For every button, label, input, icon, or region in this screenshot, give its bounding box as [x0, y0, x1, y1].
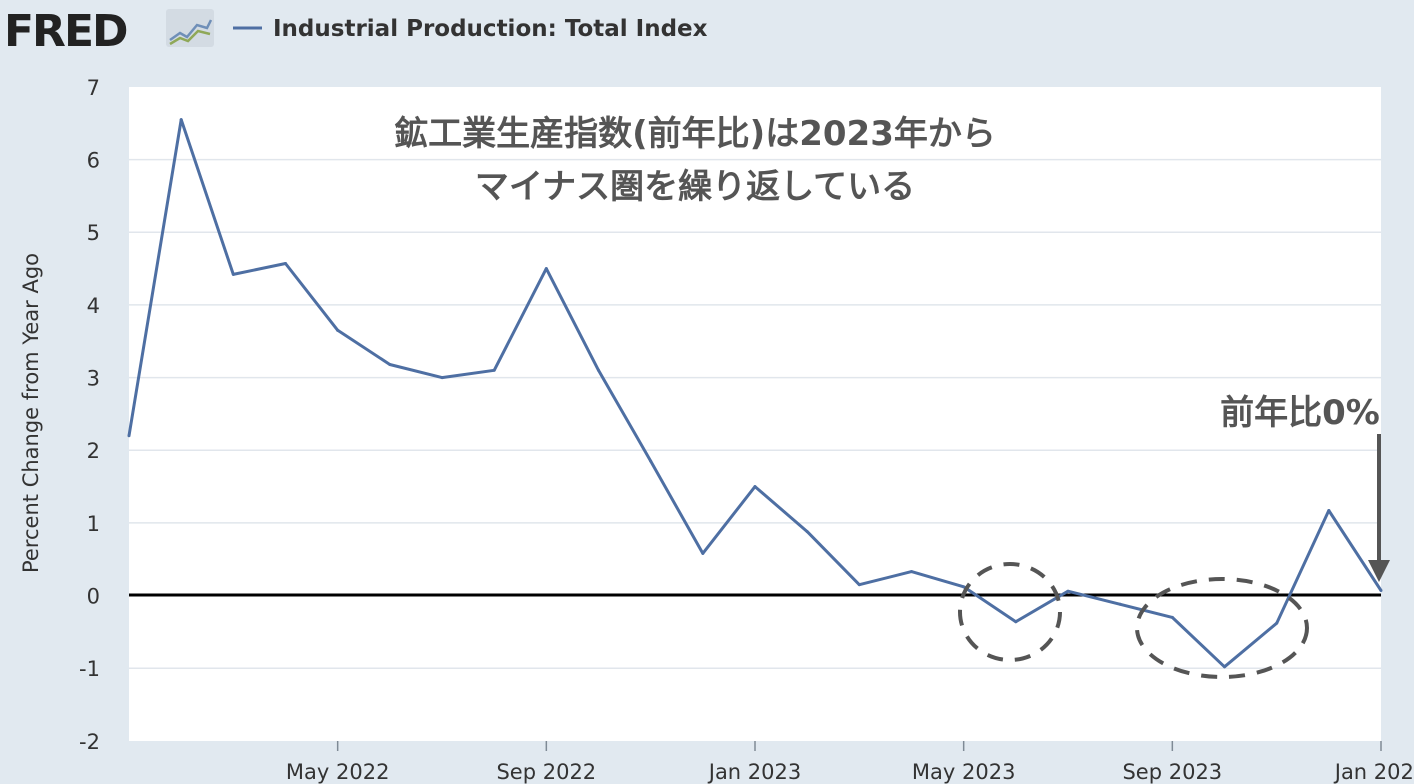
series-point[interactable]	[857, 583, 861, 587]
plot-background	[129, 87, 1381, 741]
series-point[interactable]	[544, 267, 548, 271]
series-point[interactable]	[1275, 621, 1279, 625]
series-point[interactable]	[1014, 620, 1018, 624]
down-arrow-icon	[1368, 434, 1390, 582]
series-point[interactable]	[701, 551, 705, 555]
dashed-circle-2023-late	[1135, 577, 1309, 679]
series-point[interactable]	[440, 376, 444, 380]
x-tick-label: Jan 2024	[1333, 760, 1414, 784]
series-point[interactable]	[597, 368, 600, 372]
series-point[interactable]	[179, 118, 183, 122]
series-point[interactable]	[492, 368, 496, 372]
series-title: Industrial Production: Total Index	[273, 16, 708, 42]
series-point[interactable]	[336, 328, 340, 332]
gridlines	[129, 158, 1381, 669]
y-tick-label: 3	[87, 367, 100, 391]
y-tick-label: -2	[79, 730, 100, 754]
series-point[interactable]	[231, 272, 235, 276]
y-tick-label: 2	[87, 439, 100, 463]
y-axis-ticks: 7 6 5 4 3 2 1 0 -1 -2	[79, 76, 100, 754]
x-tick-label: Sep 2023	[1122, 760, 1222, 784]
y-tick-label: 7	[87, 76, 100, 100]
series-point[interactable]	[962, 585, 966, 589]
x-tick-label: May 2023	[912, 760, 1016, 784]
fred-trend-chart-icon	[166, 9, 214, 47]
x-tick-label: Jan 2023	[707, 760, 802, 784]
series-point[interactable]	[388, 362, 392, 366]
y-tick-label: 4	[87, 294, 100, 318]
dashed-circle-2023-mid	[958, 562, 1062, 662]
y-axis-label: Percent Change from Year Ago	[19, 253, 43, 573]
y-tick-label: 0	[87, 585, 100, 609]
series-point[interactable]	[649, 459, 653, 463]
fred-logo[interactable]: FRED	[4, 6, 129, 57]
x-tick-label: May 2022	[286, 760, 390, 784]
series-point[interactable]	[1118, 602, 1122, 606]
series-point[interactable]	[127, 434, 131, 438]
x-axis-ticks: May 2022 Sep 2022 Jan 2023 May 2023 Sep 2023…	[286, 741, 1414, 784]
y-tick-label: -1	[79, 657, 100, 681]
series-point[interactable]	[910, 570, 913, 574]
series-points	[127, 118, 1383, 669]
x-tick-label: Sep 2022	[496, 760, 596, 784]
arrow-label: 前年比0%	[1220, 393, 1380, 433]
y-tick-label: 1	[87, 512, 100, 536]
series-point[interactable]	[1327, 509, 1331, 513]
series-point[interactable]	[753, 485, 757, 489]
series-point[interactable]	[1066, 589, 1070, 593]
annotation-title-line1: 鉱工業生産指数(前年比)は2023年から	[394, 114, 996, 154]
series-point[interactable]	[284, 261, 287, 265]
annotation-title-line2: マイナス圏を繰り返している	[475, 167, 915, 207]
series-point[interactable]	[1379, 588, 1383, 592]
series-point[interactable]	[1170, 615, 1174, 619]
series-point[interactable]	[1223, 665, 1226, 669]
series-point[interactable]	[805, 530, 809, 534]
y-tick-label: 5	[87, 221, 100, 245]
y-tick-label: 6	[87, 149, 100, 173]
